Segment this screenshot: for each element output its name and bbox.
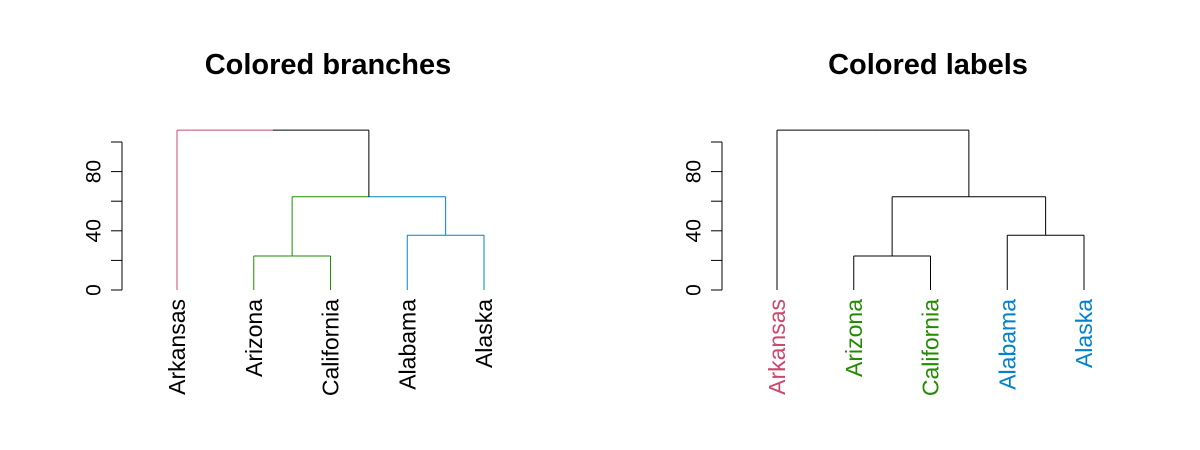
dendrogram-chart: Colored branches 0 40 80 Arkansas Arizona Ca…: [83, 49, 498, 396]
branches: [176, 129, 485, 290]
y-axis: 0 40 80: [83, 141, 123, 296]
dendrogram-chart: Colored labels 0 40 80 Arkansas Arizona Cali…: [683, 49, 1098, 396]
dendrogram-colored-branches: Colored branches 0 40 80 Arkansas Arizona Ca…: [83, 49, 498, 396]
leaf-label: Alaska: [471, 299, 497, 368]
leaf-label: California: [318, 299, 344, 396]
leaf-label: Arizona: [241, 299, 267, 377]
chart-title: Colored labels: [828, 49, 1028, 81]
branches: [776, 129, 1085, 290]
y-tick-label: 0: [83, 284, 106, 296]
chart-title: Colored branches: [205, 49, 452, 81]
y-tick-label: 0: [683, 284, 706, 296]
leaf-labels: Arkansas Arizona California Alabama Alaska: [164, 299, 497, 396]
y-tick-label: 40: [83, 219, 106, 242]
y-axis: 0 40 80: [683, 141, 723, 296]
leaf-label: Arizona: [841, 299, 867, 377]
leaf-label: California: [918, 299, 944, 396]
leaf-label: Alabama: [994, 299, 1020, 390]
leaf-label: Alaska: [1071, 299, 1097, 368]
dendrogram-colored-labels: Colored labels 0 40 80 Arkansas Arizona Cali…: [600, 0, 1200, 450]
y-tick-label: 40: [683, 219, 706, 242]
leaf-label: Arkansas: [764, 299, 790, 395]
leaf-labels: Arkansas Arizona California Alabama Alaska: [764, 299, 1097, 396]
y-tick-label: 80: [683, 160, 706, 183]
leaf-label: Alabama: [394, 299, 420, 390]
leaf-label: Arkansas: [164, 299, 190, 395]
y-tick-label: 80: [83, 160, 106, 183]
